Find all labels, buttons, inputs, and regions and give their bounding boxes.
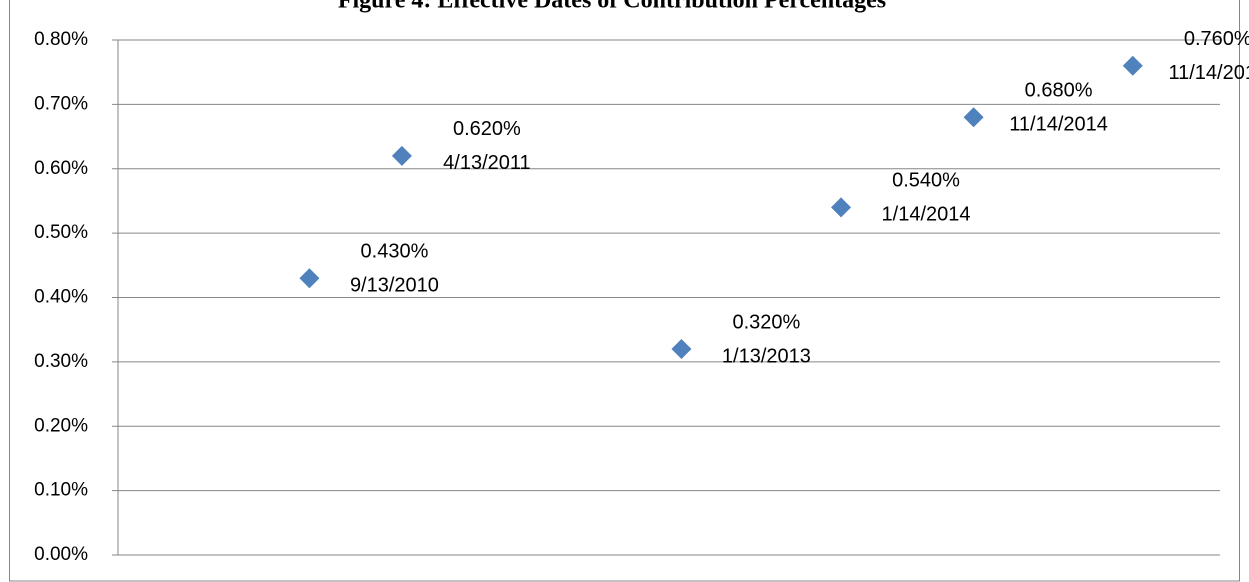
- y-tick-label: 0.50%: [34, 222, 88, 243]
- y-tick-label: 0.60%: [34, 158, 88, 179]
- y-tick-label: 0.20%: [34, 415, 88, 436]
- y-tick-label: 0.30%: [34, 351, 88, 372]
- value-label: 0.680%: [1025, 80, 1093, 102]
- y-tick-label: 0.80%: [34, 29, 88, 50]
- value-label: 0.620%: [453, 118, 521, 140]
- data-point: [1122, 55, 1143, 76]
- value-label: 0.760%: [1184, 28, 1249, 50]
- data-point: [671, 339, 692, 359]
- chart-title: Figure 4: Effective Dates of Contributio…: [338, 0, 886, 14]
- data-point: [299, 268, 320, 289]
- data-point: [391, 145, 412, 166]
- y-tick-label: 0.70%: [34, 93, 88, 114]
- date-label: 11/14/2015: [1168, 62, 1249, 84]
- value-label: 0.430%: [361, 240, 429, 262]
- date-label: 9/13/2010: [350, 274, 439, 296]
- data-point: [963, 107, 984, 128]
- data-point: [831, 197, 852, 218]
- value-label: 0.320%: [733, 311, 801, 333]
- date-label: 4/13/2011: [443, 152, 531, 174]
- y-tick-label: 0.40%: [34, 287, 88, 308]
- date-label: 11/14/2014: [1009, 114, 1108, 136]
- date-label: 1/13/2013: [722, 345, 811, 367]
- value-label: 0.540%: [892, 170, 960, 192]
- date-label: 1/14/2014: [882, 204, 971, 226]
- chart-frame: [9, 0, 1240, 582]
- y-tick-label: 0.00%: [34, 544, 88, 565]
- y-tick-label: 0.10%: [34, 480, 88, 501]
